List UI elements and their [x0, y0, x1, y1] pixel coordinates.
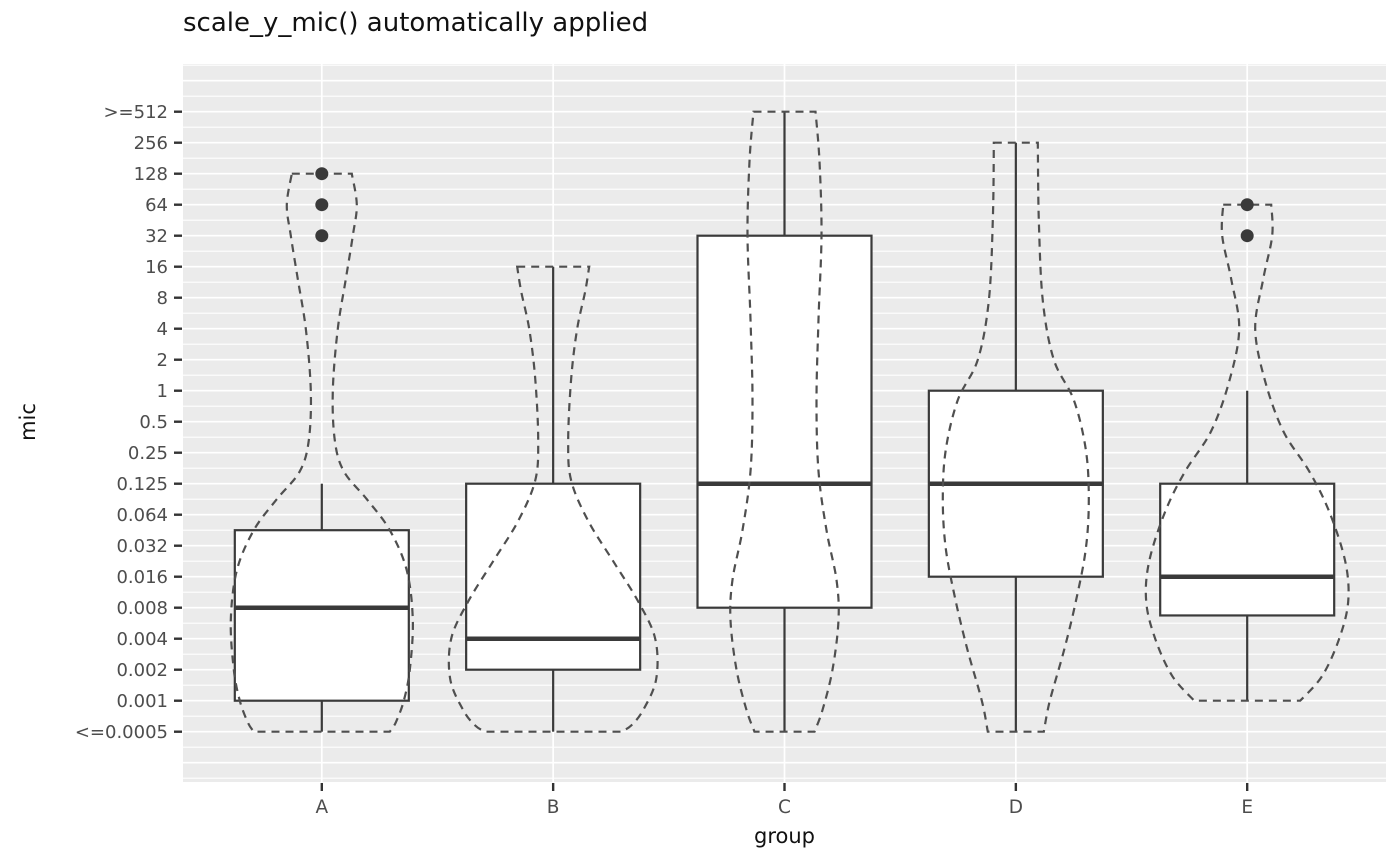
y-tick-label: 16	[145, 257, 168, 278]
x-tick-label: E	[1241, 797, 1253, 818]
outlier-dot-A	[315, 229, 329, 243]
violin-D	[941, 141, 1090, 733]
x-tick-label: D	[1009, 797, 1023, 818]
y-tick-label: <=0.0005	[75, 722, 168, 743]
outlier-dot-E	[1240, 198, 1254, 212]
y-tick-label: 4	[157, 319, 168, 340]
y-tick-label: 0.125	[116, 474, 168, 495]
y-tick-label: 8	[157, 288, 168, 309]
outlier-dot-E	[1240, 229, 1254, 243]
plot-title: scale_y_mic() automatically applied	[183, 8, 649, 38]
y-tick-label: 0.004	[116, 629, 168, 650]
x-tick-label: C	[778, 797, 791, 818]
y-tick-label: 256	[134, 133, 168, 154]
violin-C	[729, 110, 840, 733]
y-tick-label: 0.016	[116, 567, 168, 588]
box-A	[233, 529, 410, 702]
y-tick-label: 0.032	[116, 536, 168, 557]
y-tick-label: 0.25	[128, 443, 168, 464]
y-tick-label: 0.064	[116, 505, 168, 526]
y-tick-label: 0.5	[139, 412, 168, 433]
y-tick-label: >=512	[103, 102, 168, 123]
y-tick-label: 128	[134, 164, 168, 185]
y-tick-label: 2	[157, 350, 168, 371]
y-tick-label: 0.001	[116, 691, 168, 712]
box-B	[465, 482, 642, 671]
violin-A	[229, 172, 414, 733]
y-tick-label: 64	[145, 195, 168, 216]
x-axis-title: group	[754, 824, 815, 848]
box-C	[696, 234, 873, 609]
y-tick-label: 0.002	[116, 660, 168, 681]
violin-E	[1144, 203, 1350, 702]
y-tick-label: 32	[145, 226, 168, 247]
violin-B	[447, 265, 659, 733]
box-E	[1159, 482, 1336, 617]
x-tick-label: B	[547, 797, 560, 818]
y-tick-label: 0.008	[116, 598, 168, 619]
outlier-dot-A	[315, 167, 329, 181]
x-tick-label: A	[315, 797, 328, 818]
y-tick-label: 1	[157, 381, 168, 402]
outlier-dot-A	[315, 198, 329, 212]
